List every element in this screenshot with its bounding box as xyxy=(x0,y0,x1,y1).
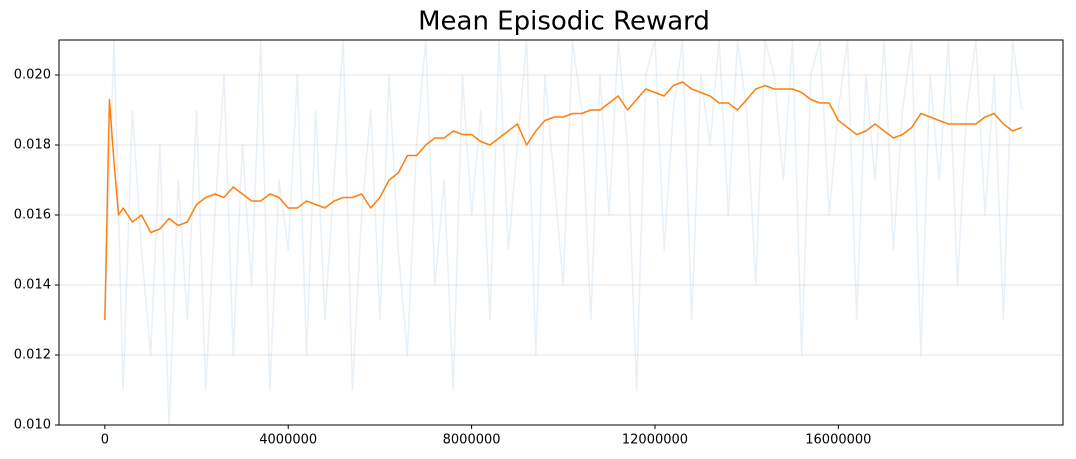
chart-title: Mean Episodic Reward xyxy=(418,7,710,37)
y-tick-label: 0.014 xyxy=(14,278,51,293)
x-tick-label: 16000000 xyxy=(805,433,871,448)
y-tick-label: 0.020 xyxy=(14,68,51,83)
y-tick-label: 0.018 xyxy=(14,138,51,153)
y-tick-label: 0.012 xyxy=(14,348,51,363)
x-tick-label: 8000000 xyxy=(443,433,501,448)
axes-frame xyxy=(58,39,1064,426)
ticks: 0.010 0.012 0.014 0.016 0.018 0.020 0 4000000 80… xyxy=(14,68,872,448)
y-tick-label: 0.016 xyxy=(14,208,51,223)
series-line xyxy=(104,40,1023,425)
x-tick-label: 0 xyxy=(101,433,109,448)
x-tick-label: 4000000 xyxy=(259,433,317,448)
plot-area xyxy=(104,40,1023,425)
x-tick-label: 12000000 xyxy=(622,433,688,448)
series-line xyxy=(104,81,1023,321)
y-tick-label: 0.010 xyxy=(14,418,51,433)
